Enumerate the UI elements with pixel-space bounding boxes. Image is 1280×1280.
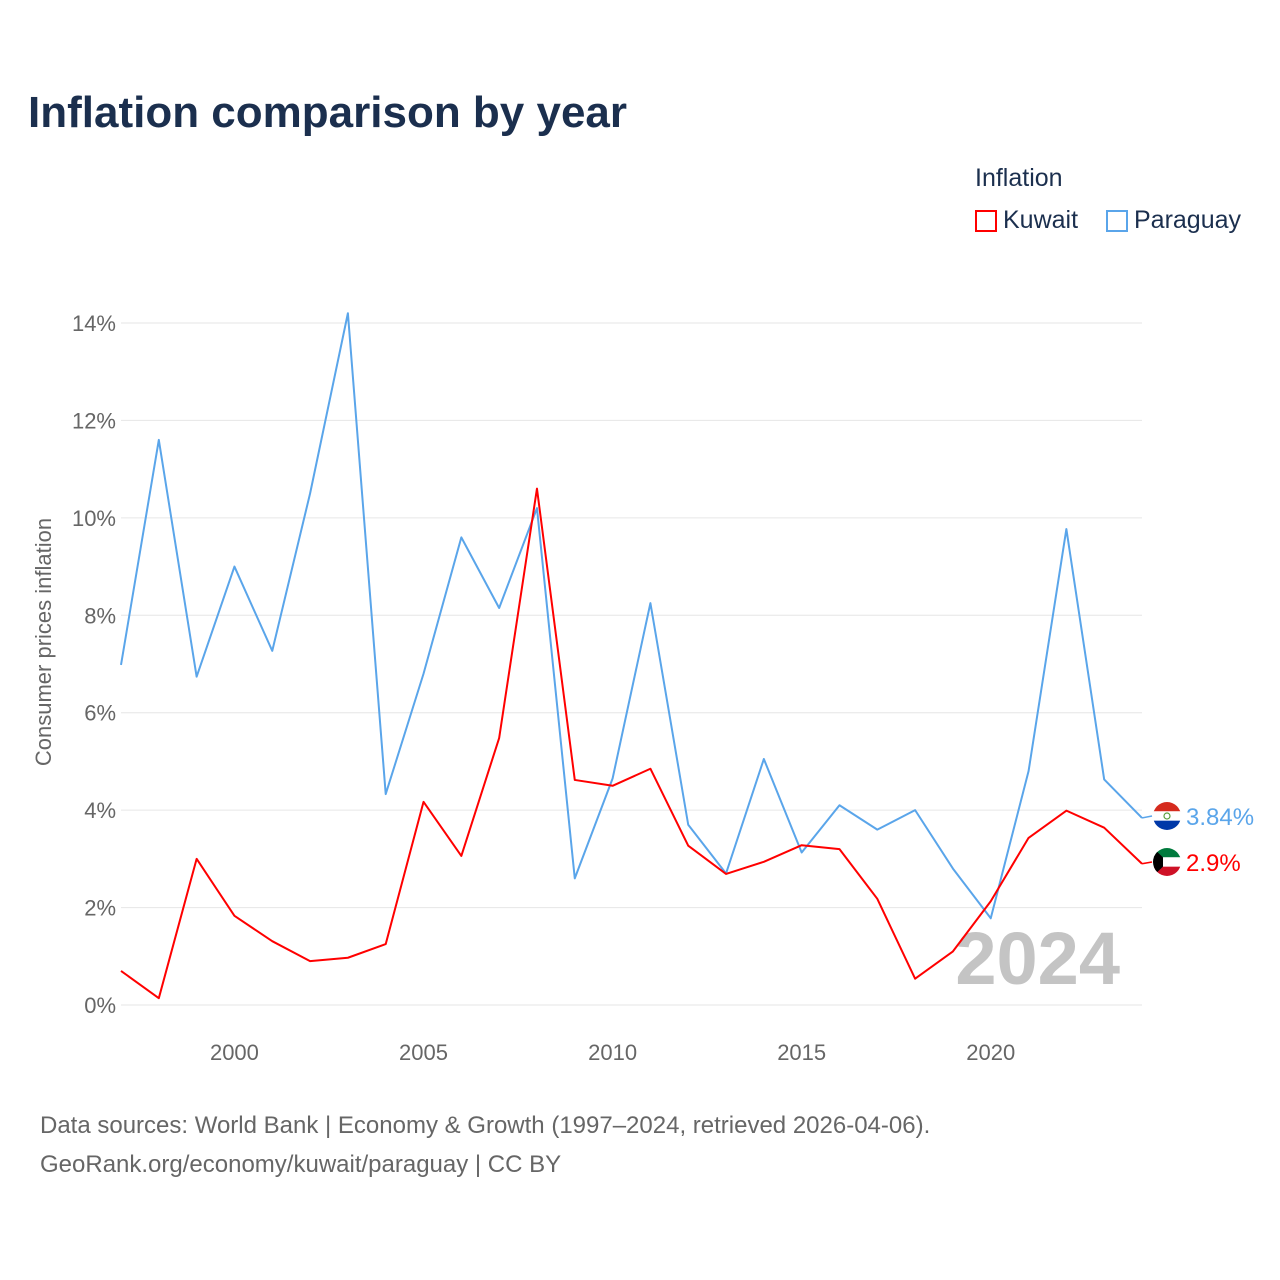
legend-label-paraguay: Paraguay [1134, 206, 1242, 234]
end-connector [1141, 861, 1153, 865]
source-line-2[interactable]: GeoRank.org/economy/kuwait/paraguay | CC… [40, 1151, 562, 1178]
y-tick-label: 2% [84, 896, 116, 921]
year-watermark: 2024 [955, 917, 1120, 1000]
x-tick-label: 2020 [966, 1040, 1015, 1065]
legend-swatch-paraguay [1106, 209, 1128, 232]
series-line-paraguay [120, 312, 1143, 920]
paraguay-flag-icon [1153, 802, 1181, 830]
x-tick-label: 2000 [210, 1040, 259, 1065]
legend-item-paraguay[interactable]: Paraguay [1106, 206, 1241, 235]
legend-swatch-kuwait [975, 209, 997, 232]
kuwait-flag-icon [1153, 848, 1181, 876]
y-tick-label: 10% [72, 506, 116, 531]
legend-label-kuwait: Kuwait [1003, 206, 1079, 234]
x-tick-label: 2015 [777, 1040, 826, 1065]
legend-title: Inflation [975, 164, 1063, 192]
source-note: Data sources: World Bank | Economy & Gro… [40, 1106, 930, 1184]
end-label-kuwait: 2.9% [1186, 850, 1241, 877]
legend-item-kuwait[interactable]: Kuwait [975, 206, 1078, 235]
end-connector [1141, 815, 1153, 819]
y-axis-label: Consumer prices inflation [31, 518, 56, 766]
y-tick-label: 4% [84, 798, 116, 823]
y-tick-label: 0% [84, 993, 116, 1018]
x-tick-label: 2005 [399, 1040, 448, 1065]
source-line-1: Data sources: World Bank | Economy & Gro… [40, 1112, 931, 1139]
y-tick-label: 12% [72, 408, 116, 433]
x-tick-label: 2010 [588, 1040, 637, 1065]
chart-title: Inflation comparison by year [28, 88, 628, 137]
series-line-kuwait [120, 487, 1143, 1000]
end-label-paraguay: 3.84% [1186, 804, 1254, 831]
y-tick-label: 6% [84, 701, 116, 726]
y-tick-label: 14% [72, 311, 116, 336]
y-tick-label: 8% [84, 603, 116, 628]
